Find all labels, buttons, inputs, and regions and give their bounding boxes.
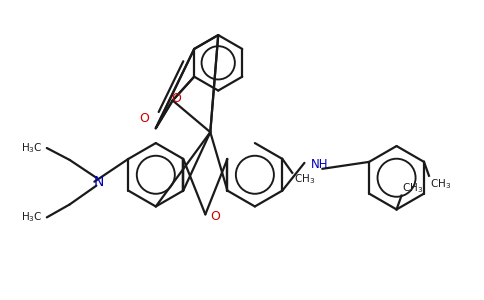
Text: H$_3$C: H$_3$C bbox=[21, 141, 43, 155]
Text: O: O bbox=[172, 92, 182, 105]
Text: H$_3$C: H$_3$C bbox=[21, 211, 43, 224]
Text: O: O bbox=[211, 210, 220, 223]
Text: NH: NH bbox=[311, 158, 329, 171]
Text: N: N bbox=[93, 175, 104, 189]
Text: O: O bbox=[139, 112, 149, 125]
Text: CH$_3$: CH$_3$ bbox=[294, 172, 316, 186]
Text: CH$_3$: CH$_3$ bbox=[403, 181, 424, 194]
Text: CH$_3$: CH$_3$ bbox=[430, 177, 451, 190]
